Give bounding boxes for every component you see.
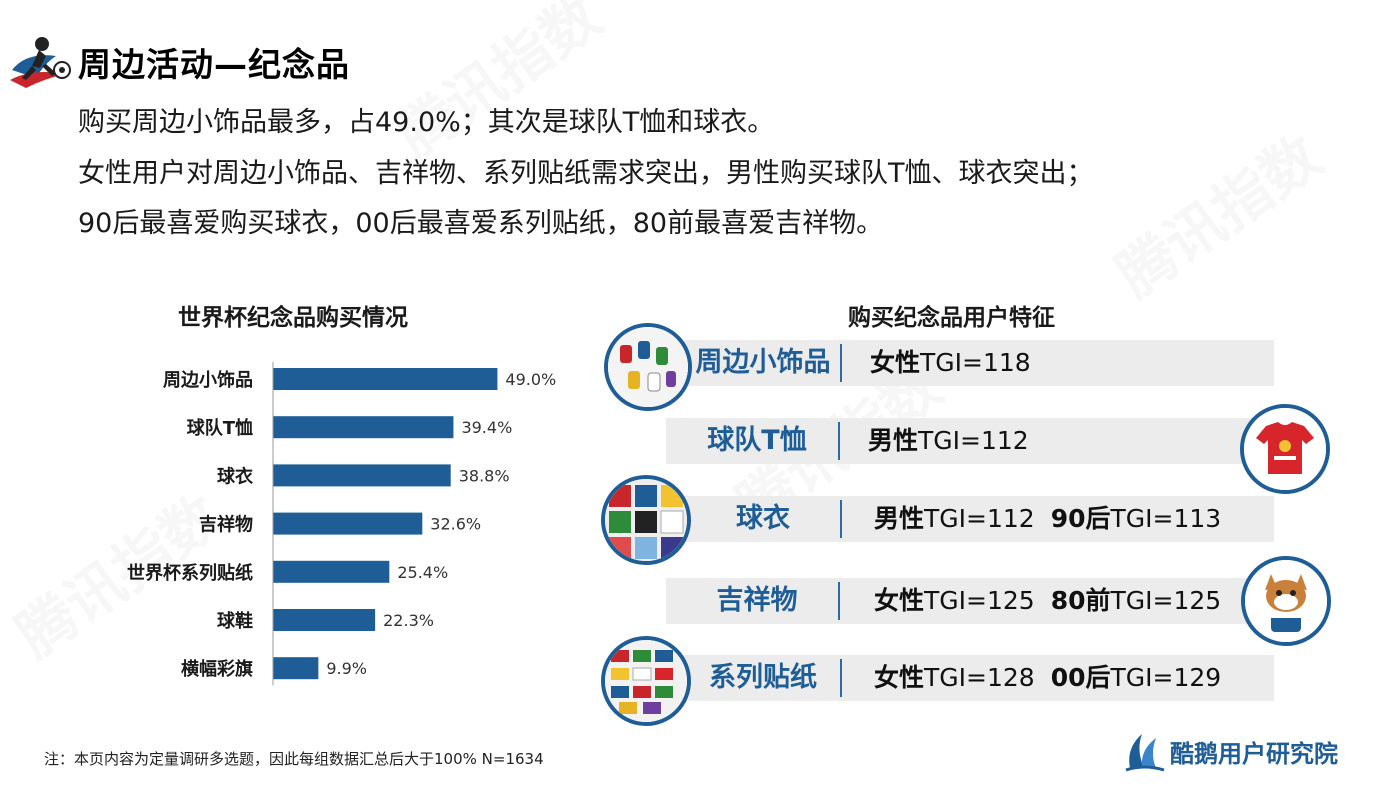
value-label: 38.8% bbox=[459, 466, 510, 485]
tgi-value: TGI=112 bbox=[918, 426, 1029, 455]
bar bbox=[273, 657, 319, 680]
tgi-group: 男性 bbox=[868, 426, 919, 455]
feature-row: 球队T恤 男性TGI=112 bbox=[666, 418, 1260, 464]
mascot-thumbnail bbox=[1241, 556, 1331, 646]
tgi-value: TGI=125 bbox=[1110, 586, 1222, 615]
tshirt-thumbnail bbox=[1240, 404, 1330, 494]
feature-tgi: 女性TGI=128 00后TGI=129 bbox=[874, 655, 1221, 701]
bar bbox=[273, 560, 390, 583]
tgi-group: 90后 bbox=[1050, 504, 1111, 533]
value-label: 49.0% bbox=[505, 370, 556, 389]
football-logo-icon bbox=[10, 37, 71, 88]
mascot-icon bbox=[1245, 560, 1327, 642]
category-label: 横幅彩旗 bbox=[181, 658, 253, 680]
bar bbox=[273, 368, 498, 390]
features-title: 购买纪念品用户特征 bbox=[848, 305, 1055, 331]
bar bbox=[273, 416, 454, 439]
tgi-value: TGI=112 bbox=[924, 504, 1035, 533]
feature-row: 系列贴纸 女性TGI=128 00后TGI=129 bbox=[652, 655, 1274, 701]
feature-name: 球衣 bbox=[736, 503, 790, 534]
value-label: 39.4% bbox=[461, 418, 512, 437]
feature-divider bbox=[838, 422, 840, 460]
feature-row: 吉祥物 女性TGI=125 80前TGI=125 bbox=[666, 578, 1260, 624]
feature-tgi: 男性TGI=112 90后TGI=113 bbox=[874, 496, 1221, 542]
watermark: 腾讯指数 bbox=[384, 0, 614, 171]
tgi-value: TGI=128 bbox=[924, 663, 1035, 692]
feature-name: 系列贴纸 bbox=[709, 662, 817, 693]
tgi-group: 男性 bbox=[874, 504, 925, 533]
value-label: 32.6% bbox=[430, 515, 481, 534]
bar bbox=[273, 464, 451, 487]
tgi-group: 女性 bbox=[874, 663, 925, 692]
feature-divider bbox=[840, 659, 842, 697]
tgi-group: 女性 bbox=[870, 348, 921, 377]
bar bbox=[273, 609, 376, 631]
summary-line-2: 女性用户对周边小饰品、吉祥物、系列贴纸需求突出，男性购买球队T恤、球衣突出； bbox=[78, 158, 1094, 189]
brand-name: 酷鹅用户研究院 bbox=[1170, 740, 1338, 768]
bar-chart: 周边小饰品 49.0% 球队T恤 39.4% 球衣 38.8% 吉祥物 32.6% 世界杯系列贴… bbox=[127, 362, 556, 686]
tgi-group: 00后 bbox=[1050, 663, 1111, 692]
feature-row: 周边小饰品 女性TGI=118 bbox=[652, 340, 1274, 386]
penguin-logo-icon bbox=[1125, 734, 1165, 772]
feature-divider bbox=[840, 500, 842, 538]
feature-row: 球衣 男性TGI=112 90后TGI=113 bbox=[652, 496, 1274, 542]
jersey-thumbnail bbox=[601, 475, 691, 565]
keychain-icon bbox=[608, 327, 688, 407]
chart-title: 世界杯纪念品购买情况 bbox=[178, 305, 408, 331]
feature-tgi: 男性TGI=112 bbox=[868, 418, 1029, 464]
tgi-value: TGI=118 bbox=[920, 348, 1031, 377]
feature-name: 球队T恤 bbox=[707, 425, 807, 456]
feature-name: 周边小饰品 bbox=[695, 347, 831, 378]
tgi-group: 女性 bbox=[874, 586, 925, 615]
value-label: 22.3% bbox=[383, 611, 434, 630]
keychain-thumbnail bbox=[604, 323, 692, 411]
feature-name: 吉祥物 bbox=[716, 585, 798, 616]
tshirt-icon bbox=[1244, 408, 1326, 490]
feature-divider bbox=[840, 344, 842, 382]
jersey-icon bbox=[605, 479, 687, 561]
tgi-value: TGI=129 bbox=[1110, 663, 1222, 692]
tgi-group: 80前 bbox=[1050, 586, 1111, 615]
value-label: 9.9% bbox=[326, 659, 367, 678]
category-label: 周边小饰品 bbox=[163, 369, 253, 391]
value-label: 25.4% bbox=[397, 563, 448, 582]
watermark: 腾讯指数 bbox=[1104, 121, 1334, 311]
sticker-thumbnail bbox=[601, 636, 691, 726]
category-label: 吉祥物 bbox=[199, 514, 253, 536]
sticker-icon bbox=[605, 640, 687, 722]
tgi-value: TGI=125 bbox=[924, 586, 1035, 615]
feature-divider bbox=[838, 582, 840, 620]
summary-line-1: 购买周边小饰品最多，占49.0%；其次是球队T恤和球衣。 bbox=[78, 107, 775, 138]
feature-tgi: 女性TGI=118 bbox=[870, 340, 1031, 386]
category-label: 球队T恤 bbox=[187, 417, 253, 439]
bar bbox=[273, 512, 423, 535]
category-label: 球衣 bbox=[217, 465, 253, 487]
category-label: 球鞋 bbox=[217, 610, 253, 632]
feature-tgi: 女性TGI=125 80前TGI=125 bbox=[874, 578, 1221, 624]
tgi-value: TGI=113 bbox=[1110, 504, 1222, 533]
page-title: 周边活动—纪念品 bbox=[78, 45, 350, 84]
footnote: 注：本页内容为定量调研多选题，因此每组数据汇总后大于100% N=1634 bbox=[44, 750, 544, 768]
category-label: 世界杯系列贴纸 bbox=[127, 562, 253, 584]
summary-line-3: 90后最喜爱购买球衣，00后最喜爱系列贴纸，80前最喜爱吉祥物。 bbox=[78, 208, 884, 239]
